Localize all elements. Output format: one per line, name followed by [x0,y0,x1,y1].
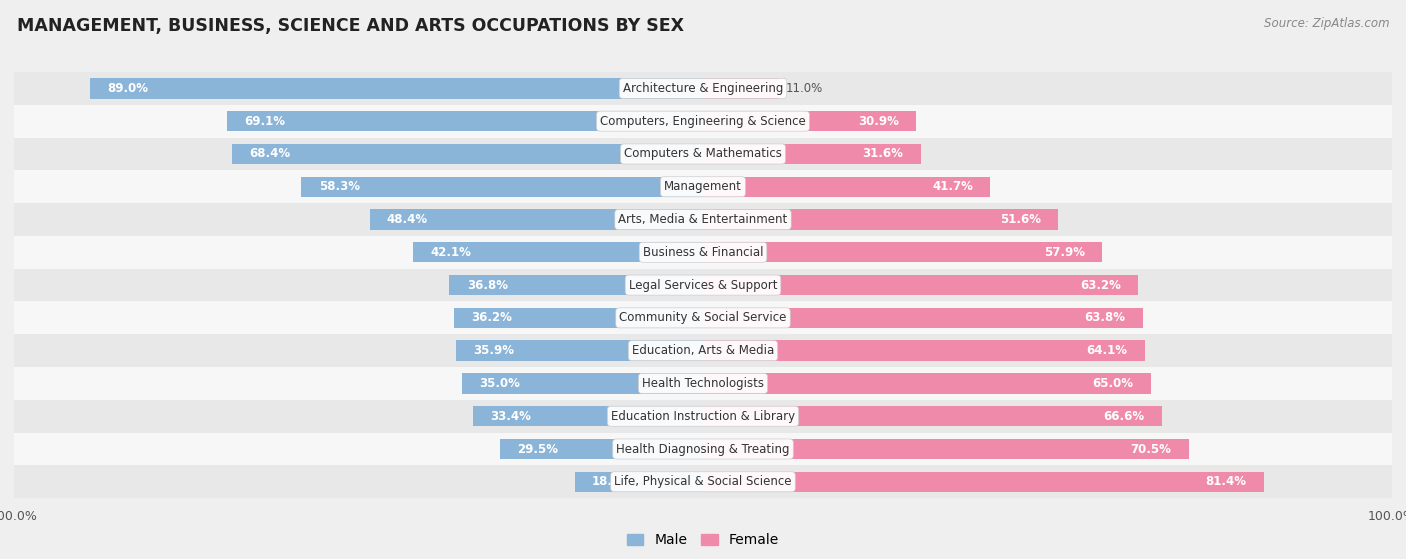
Bar [14,433,1392,466]
Bar [14,138,1392,170]
Bar [461,373,703,394]
Text: 48.4%: 48.4% [387,213,427,226]
Legend: Male, Female: Male, Female [621,528,785,553]
Bar [703,144,921,164]
Bar [499,439,703,459]
Text: Management: Management [664,180,742,193]
Bar [14,236,1392,269]
Text: Arts, Media & Entertainment: Arts, Media & Entertainment [619,213,787,226]
Bar [370,210,703,230]
Text: 35.9%: 35.9% [472,344,515,357]
Bar [232,144,703,164]
Text: 81.4%: 81.4% [1205,475,1247,489]
Text: Legal Services & Support: Legal Services & Support [628,278,778,292]
Text: 57.9%: 57.9% [1043,246,1084,259]
Text: 64.1%: 64.1% [1087,344,1128,357]
Text: Life, Physical & Social Science: Life, Physical & Social Science [614,475,792,489]
Text: Health Diagnosing & Treating: Health Diagnosing & Treating [616,443,790,456]
Text: Education Instruction & Library: Education Instruction & Library [612,410,794,423]
Text: 41.7%: 41.7% [932,180,973,193]
Text: 89.0%: 89.0% [107,82,148,95]
Text: Community & Social Service: Community & Social Service [619,311,787,324]
Bar [450,275,703,295]
Bar [226,111,703,131]
Text: 35.0%: 35.0% [479,377,520,390]
Bar [472,406,703,427]
Bar [703,472,1264,492]
Bar [703,406,1161,427]
Text: 30.9%: 30.9% [858,115,898,127]
Text: 36.8%: 36.8% [467,278,508,292]
Bar [14,334,1392,367]
Bar [14,105,1392,138]
Text: Computers & Mathematics: Computers & Mathematics [624,148,782,160]
Bar [14,367,1392,400]
Text: 51.6%: 51.6% [1000,213,1042,226]
Text: 31.6%: 31.6% [863,148,904,160]
Text: 63.8%: 63.8% [1084,311,1125,324]
Bar [14,203,1392,236]
Bar [14,170,1392,203]
Text: Computers, Engineering & Science: Computers, Engineering & Science [600,115,806,127]
Bar [454,307,703,328]
Bar [703,439,1188,459]
Bar [703,210,1059,230]
Text: 11.0%: 11.0% [786,82,823,95]
Bar [14,400,1392,433]
Bar [14,269,1392,301]
Bar [14,72,1392,105]
Text: 68.4%: 68.4% [249,148,290,160]
Bar [14,466,1392,498]
Text: MANAGEMENT, BUSINESS, SCIENCE AND ARTS OCCUPATIONS BY SEX: MANAGEMENT, BUSINESS, SCIENCE AND ARTS O… [17,17,683,35]
Bar [703,373,1152,394]
Text: Health Technologists: Health Technologists [643,377,763,390]
Bar [90,78,703,98]
Text: 69.1%: 69.1% [245,115,285,127]
Bar [703,307,1143,328]
Bar [703,78,779,98]
Text: 29.5%: 29.5% [517,443,558,456]
Text: 36.2%: 36.2% [471,311,512,324]
Text: 66.6%: 66.6% [1104,410,1144,423]
Text: Source: ZipAtlas.com: Source: ZipAtlas.com [1264,17,1389,30]
Text: 18.6%: 18.6% [592,475,633,489]
Bar [413,242,703,263]
Bar [703,177,990,197]
Text: 65.0%: 65.0% [1092,377,1133,390]
Text: 63.2%: 63.2% [1080,278,1121,292]
Text: 33.4%: 33.4% [491,410,531,423]
Bar [703,275,1139,295]
Text: 58.3%: 58.3% [319,180,360,193]
Bar [703,111,915,131]
Text: Education, Arts & Media: Education, Arts & Media [631,344,775,357]
Text: 42.1%: 42.1% [430,246,471,259]
Bar [703,242,1102,263]
Bar [703,340,1144,361]
Bar [301,177,703,197]
Bar [456,340,703,361]
Text: Architecture & Engineering: Architecture & Engineering [623,82,783,95]
Bar [14,301,1392,334]
Bar [575,472,703,492]
Text: Business & Financial: Business & Financial [643,246,763,259]
Text: 70.5%: 70.5% [1130,443,1171,456]
